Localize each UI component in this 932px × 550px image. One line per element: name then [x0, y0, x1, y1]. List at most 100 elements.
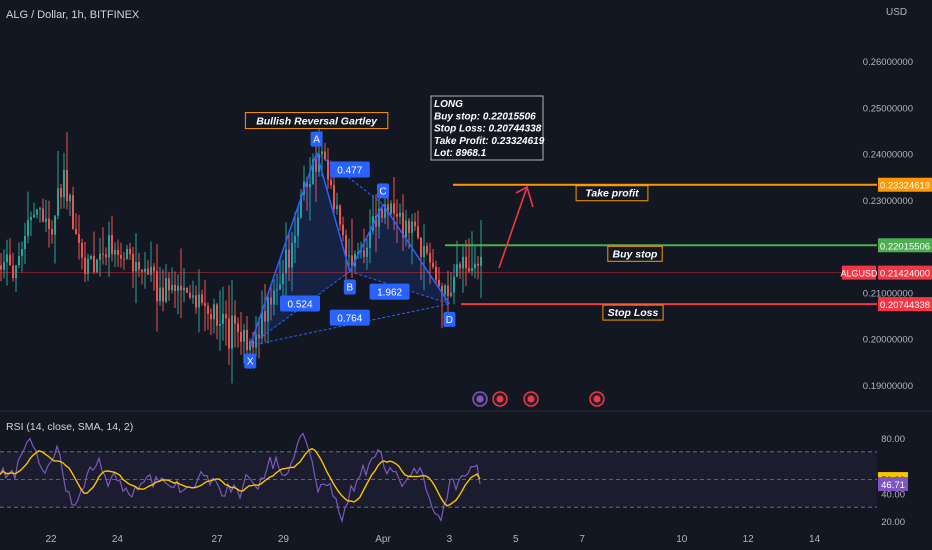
- candle-body: [192, 295, 194, 298]
- candle-body: [207, 306, 209, 314]
- candle-body: [15, 265, 17, 279]
- rsi-value-label: 46.71: [881, 480, 905, 491]
- ratio-badge[interactable]: [280, 295, 320, 312]
- trade-info-box[interactable]: [430, 95, 544, 161]
- pivot-badge-c[interactable]: [377, 183, 389, 199]
- gartley-triangle-bcd: [349, 204, 450, 304]
- candle-body: [78, 234, 80, 243]
- candle-body: [261, 311, 263, 338]
- candle-body: [228, 318, 230, 349]
- candle-body: [447, 285, 449, 297]
- target-arrow-line: [498, 186, 528, 269]
- candle-body: [285, 249, 287, 274]
- candle-body: [390, 203, 392, 214]
- candle-body: [327, 159, 329, 180]
- candle-body: [45, 218, 47, 222]
- candle-body: [312, 159, 314, 185]
- pivot-badge-x[interactable]: [244, 353, 257, 369]
- candle-body: [156, 271, 158, 302]
- candle-body: [339, 205, 341, 225]
- candle-body: [333, 185, 335, 209]
- candle-body: [300, 194, 302, 218]
- candle-body: [75, 228, 77, 235]
- candle-body: [18, 256, 20, 266]
- candle-body: [198, 294, 200, 308]
- level-tag-label: Stop Loss: [608, 307, 659, 319]
- candle-body: [3, 262, 5, 270]
- candle-body: [231, 315, 233, 349]
- candle-body: [309, 184, 311, 188]
- candle-body: [204, 302, 206, 307]
- candle-body: [12, 265, 14, 279]
- candle-body: [294, 235, 296, 243]
- rsi-tick-label: 20.00: [881, 517, 905, 528]
- candle-body: [54, 215, 56, 235]
- candle-body: [438, 279, 440, 286]
- symbol-tag[interactable]: [842, 265, 876, 280]
- candle-body: [417, 226, 419, 238]
- candle-body: [423, 245, 425, 257]
- level-price-tag: [878, 297, 932, 312]
- candle-body: [117, 249, 119, 255]
- symbol-label: ALGUSD: [840, 269, 878, 279]
- candle-body: [330, 179, 332, 186]
- level-tag-box[interactable]: [602, 304, 664, 321]
- candle-body: [213, 304, 215, 320]
- ratio-badge[interactable]: [329, 309, 370, 326]
- level-tag-box[interactable]: [575, 185, 649, 202]
- candle-body: [102, 253, 104, 255]
- candle-body: [0, 265, 2, 270]
- candle-body: [129, 248, 131, 254]
- candle-body: [195, 295, 197, 308]
- candle-body: [135, 261, 137, 272]
- price-levels[interactable]: Take profit 0.23324619 Buy stop 0.22015506 S…: [0, 177, 932, 321]
- candle-body: [114, 249, 116, 255]
- candle-body: [21, 249, 23, 257]
- price-tick-label: 0.20000000: [863, 335, 913, 346]
- candle-body: [186, 287, 188, 293]
- target-arrow-head: [515, 185, 534, 208]
- pattern-title-box[interactable]: [244, 112, 389, 130]
- level-tag-label: Take profit: [585, 188, 639, 200]
- ratio-label: 0.524: [287, 299, 312, 310]
- gartley-triangle-xab: [250, 152, 350, 346]
- rsi-title: RSI (14, close, SMA, 14, 2): [6, 421, 133, 433]
- candles-layer: [0, 129, 482, 384]
- event-icons[interactable]: [472, 391, 605, 407]
- rsi-line[interactable]: [0, 432, 481, 524]
- time-tick-label: Apr: [375, 534, 391, 545]
- candle-body: [411, 221, 413, 233]
- candle-body: [69, 195, 71, 202]
- candle-body: [429, 252, 431, 263]
- candle-body: [408, 220, 410, 233]
- pivot-label-a: A: [313, 135, 320, 146]
- ratio-badge[interactable]: [329, 161, 370, 178]
- candle-body: [96, 259, 98, 273]
- time-tick-label: 5: [513, 534, 519, 545]
- candle-body: [450, 292, 452, 297]
- candle-body: [6, 254, 8, 263]
- pivot-label-x: X: [247, 356, 254, 367]
- ratio-label: 0.477: [337, 165, 362, 176]
- pivot-badge-a[interactable]: [310, 131, 323, 147]
- candle-body: [402, 212, 404, 238]
- candle-body: [93, 255, 95, 273]
- level-tag-label: Buy stop: [613, 248, 659, 260]
- candle-body: [324, 151, 326, 160]
- time-tick-label: 12: [743, 534, 755, 545]
- level-tag-box[interactable]: [607, 245, 663, 262]
- candle-body: [297, 217, 299, 236]
- ratio-badge[interactable]: [369, 283, 410, 300]
- candle-body: [348, 255, 350, 257]
- gartley-leg-xa: [249, 152, 318, 346]
- candle-body: [276, 289, 278, 291]
- pivot-badge-b[interactable]: [343, 279, 356, 295]
- rsi-ma-line[interactable]: [0, 447, 481, 507]
- candle-body: [396, 213, 398, 217]
- gartley-pattern[interactable]: X A B C D 0.477 0.524 1.962 0.764 Bullish Reversa…: [244, 95, 545, 369]
- pivot-badge-d[interactable]: [443, 311, 456, 327]
- currency-label: USD: [886, 7, 907, 18]
- candle-body: [234, 315, 236, 324]
